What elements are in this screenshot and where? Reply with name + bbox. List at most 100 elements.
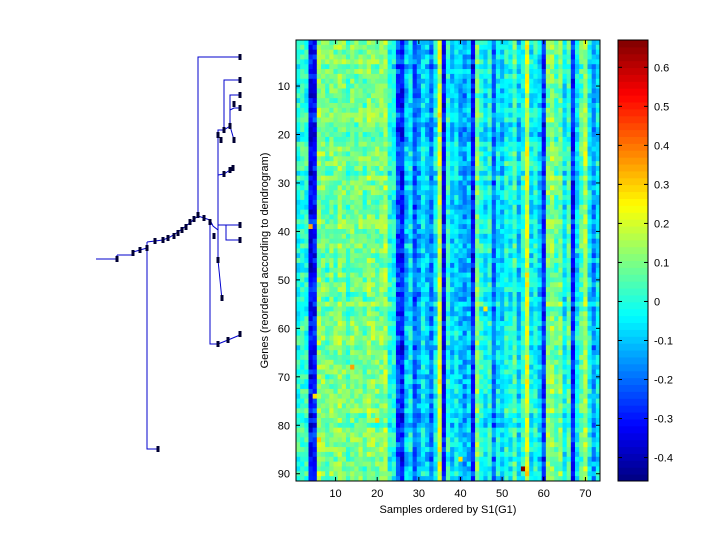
heatmap-cell [525, 340, 530, 346]
heatmap-cell [508, 243, 513, 249]
heatmap-cell [316, 44, 322, 51]
heatmap-cell [575, 195, 580, 201]
heatmap-cell [345, 224, 351, 230]
heatmap-cell [487, 287, 493, 293]
heatmap-cell [345, 243, 351, 249]
heatmap-cell [587, 238, 593, 244]
heatmap-cell [416, 350, 422, 356]
heatmap-cell [333, 195, 339, 201]
heatmap-cell [575, 69, 580, 75]
heatmap-cell [533, 59, 538, 65]
heatmap-cell [316, 156, 322, 162]
heatmap-cell [491, 364, 497, 370]
heatmap-cell [425, 151, 430, 157]
heatmap-cell [408, 359, 413, 366]
heatmap-cell [316, 127, 322, 133]
heatmap-cell [479, 345, 484, 351]
heatmap-cell [554, 359, 559, 366]
heatmap-cell [475, 316, 480, 322]
heatmap-cell [304, 330, 309, 337]
heatmap-cell [362, 292, 368, 298]
heatmap-cell [595, 287, 601, 293]
heatmap-cell [462, 301, 468, 307]
heatmap-cell [404, 199, 409, 206]
heatmap-cell [458, 103, 463, 109]
heatmap-cell [362, 238, 368, 244]
heatmap-cell [387, 73, 393, 80]
heatmap-cell [495, 253, 501, 259]
heatmap-cell [462, 73, 468, 80]
heatmap-cell [370, 166, 376, 172]
heatmap-cell [379, 311, 384, 317]
heatmap-cell [379, 44, 384, 51]
heatmap-cell [479, 224, 484, 230]
heatmap-cell [458, 190, 463, 196]
heatmap-cell [383, 306, 389, 312]
heatmap-cell [558, 64, 563, 70]
heatmap-cell [454, 350, 459, 356]
heatmap-cell [370, 190, 376, 196]
heatmap-cell [550, 350, 555, 356]
heatmap-cell [354, 107, 359, 114]
heatmap-cell [533, 93, 538, 99]
heatmap-cell [404, 321, 409, 327]
heatmap-cell [500, 132, 505, 138]
heatmap-cell [495, 107, 501, 114]
heatmap-cell [358, 330, 364, 337]
heatmap-cell [541, 287, 547, 293]
heatmap-cell [350, 248, 355, 254]
heatmap-cell [575, 214, 580, 220]
heatmap-cell [550, 151, 555, 157]
heatmap-cell [425, 292, 430, 298]
heatmap-cell [545, 262, 551, 269]
heatmap-cell [312, 238, 318, 244]
heatmap-cell [541, 272, 547, 278]
heatmap-cell [412, 54, 418, 60]
heatmap-cell [329, 88, 334, 94]
heatmap-cell [345, 49, 351, 55]
heatmap-cell [562, 166, 568, 172]
heatmap-cell [470, 335, 476, 341]
heatmap-cell [583, 69, 588, 75]
heatmap-cell [533, 267, 538, 274]
heatmap-cell [445, 117, 451, 123]
heatmap-cell [537, 170, 543, 177]
heatmap-cell [487, 117, 493, 123]
heatmap-cell [591, 175, 597, 181]
heatmap-cell [458, 161, 463, 167]
heatmap-cell [362, 272, 368, 278]
heatmap-cell [362, 93, 368, 99]
heatmap-cell [320, 195, 326, 201]
heatmap-cell [362, 83, 368, 89]
heatmap-cell [550, 345, 555, 351]
heatmap-cell [441, 103, 447, 109]
heatmap-cell [562, 287, 568, 293]
heatmap-cell [316, 321, 322, 327]
heatmap-cell [525, 180, 530, 186]
heatmap-cell [375, 78, 380, 85]
heatmap-cell [525, 292, 530, 298]
heatmap-cell [350, 364, 355, 370]
heatmap-cell [420, 277, 426, 283]
heatmap-cell [375, 44, 380, 51]
heatmap-cell [516, 98, 522, 104]
heatmap-cell [495, 292, 501, 298]
heatmap-cell [316, 311, 322, 317]
heatmap-cell [312, 141, 318, 148]
heatmap-cell [412, 316, 418, 322]
heatmap-cell [516, 262, 522, 269]
heatmap-cell [416, 199, 422, 206]
heatmap-cell [520, 185, 526, 191]
heatmap-cell [445, 214, 451, 220]
heatmap-cell [379, 287, 384, 293]
heatmap-cell [433, 316, 438, 322]
heatmap-cell [379, 243, 384, 249]
heatmap-cell [470, 151, 476, 157]
heatmap-cell [316, 122, 322, 128]
heatmap-cell [570, 44, 576, 51]
heatmap-cell [454, 132, 459, 138]
heatmap-cell [333, 73, 339, 80]
heatmap-cell [320, 350, 326, 356]
heatmap-cell [350, 151, 355, 157]
heatmap-cell [420, 103, 426, 109]
